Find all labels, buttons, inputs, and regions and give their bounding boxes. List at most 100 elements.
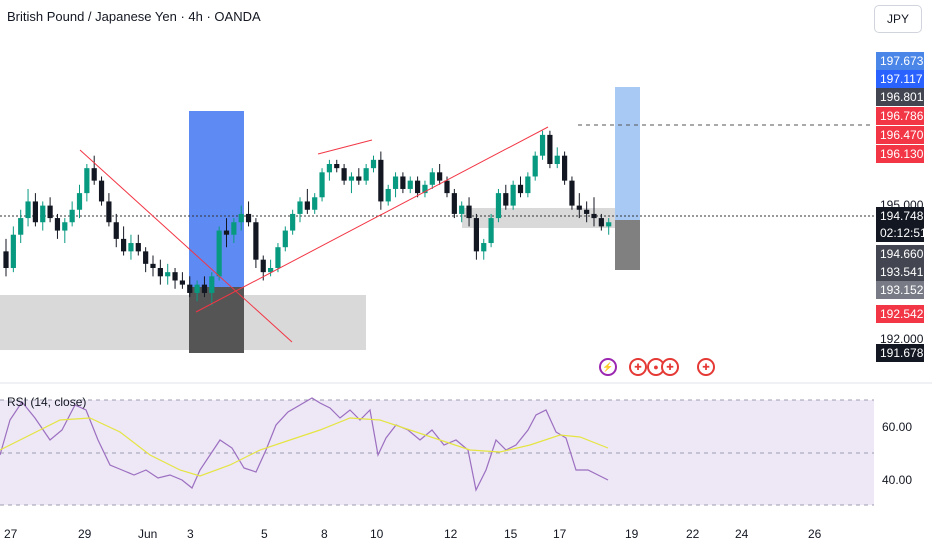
right-stop-box [615,220,640,270]
time-axis-label: 5 [261,527,268,541]
candle-body [128,243,134,252]
candle-body [275,247,281,268]
candle-body [488,218,494,244]
price-label: 02:12:51 [876,224,927,242]
candle-body [69,209,75,223]
time-axis-label: Jun [138,527,158,541]
candle-body [385,188,391,202]
candle-body [429,172,435,185]
price-label: 197.673 [876,52,924,70]
trendline-small [317,139,373,155]
price-label: 196.130 [876,145,924,163]
candle-body [40,205,46,223]
time-axis-label: 10 [370,527,384,541]
price-label: 192.000 [876,330,924,348]
candle-body [135,243,141,252]
candle-body [392,176,399,189]
candle-body [348,176,355,181]
candle-body [223,230,230,235]
candle-body [510,184,516,206]
time-axis-label: 26 [808,527,822,541]
candle-body [25,201,31,219]
rsi-axis-label: 40.00 [882,473,913,487]
candle-body [459,205,465,214]
candle-body [282,230,288,248]
price-label: 194.748 [876,207,924,225]
candle-body [444,180,450,194]
candle-body [172,272,178,281]
candle-body [319,172,325,198]
candle-body [576,205,582,210]
rsi-axis-label: 60.00 [882,420,913,434]
uk-flag-event-icon[interactable]: ✚ [629,358,647,376]
candle-body [47,205,53,219]
right-target-box [615,87,640,220]
candle-body [503,193,509,206]
time-axis-label: 15 [504,527,518,541]
candle-body [370,159,377,169]
candle-body [260,259,266,273]
candle-body [54,218,61,231]
candle-body [525,176,531,194]
candle-body [76,193,83,210]
candle-body [547,134,553,164]
rsi-ma-line [0,417,609,477]
candle-body [539,134,546,156]
candle-body [297,201,303,214]
candle-body [378,159,384,202]
candle-body [113,222,119,239]
time-axis-label: 24 [735,527,749,541]
time-axis-label: 22 [686,527,700,541]
candle-body [3,251,9,268]
candle-body [253,222,259,260]
candle-body [400,176,406,189]
price-label: 196.801 [876,88,924,106]
trendline-up [195,126,549,313]
candle-body [179,280,185,285]
candle-body [98,180,105,202]
lightning-event-icon[interactable]: ⚡ [599,358,617,376]
candle-body [466,205,472,219]
time-axis-label: 12 [444,527,458,541]
candle-body [326,164,332,173]
candle-body [231,222,237,235]
candle-body [32,201,38,223]
time-axis-label: 29 [78,527,92,541]
candle-body [150,263,156,268]
candle-body [10,234,16,268]
candle-body [363,168,369,181]
candle-body [341,168,347,181]
candles-group [3,130,612,306]
candle-body [121,238,127,252]
time-axis-label: 19 [625,527,639,541]
price-label: 197.117 [876,70,924,88]
price-label: 196.470 [876,126,924,144]
candle-body [201,284,208,293]
price-label: 192.542 [876,305,924,323]
candle-body [473,218,479,252]
candle-body [216,230,222,277]
candle-body [165,272,171,277]
candle-body [437,172,443,181]
uk-flag-event-icon-2[interactable]: ✚ [661,358,679,376]
candle-body [91,168,97,181]
time-axis-label: 8 [321,527,328,541]
candle-body [84,168,90,194]
candle-body [268,268,274,273]
candle-body [312,197,318,210]
candle-body [415,180,421,194]
candle-body [562,155,568,181]
candle-body [194,284,200,293]
candle-body [238,213,244,223]
candle-body [18,218,24,235]
stop-box [189,287,244,353]
candle-body [334,164,340,169]
uk-flag-event-icon-3[interactable]: ✚ [697,358,715,376]
candle-body [554,155,560,164]
currency-button[interactable]: JPY [874,5,922,33]
target-box [189,111,244,287]
time-axis-label: 27 [4,527,18,541]
candle-body [106,201,112,223]
candle-body [290,213,296,231]
